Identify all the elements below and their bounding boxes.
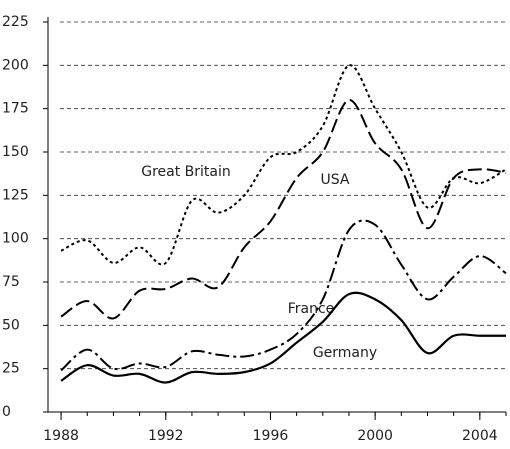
y-tick-label: 125 [2,187,29,203]
y-tick-label: 100 [2,231,29,247]
x-tick-label: 2004 [462,428,498,444]
series-label: USA [321,172,350,188]
y-tick-label: 75 [2,274,20,290]
y-tick-label: 0 [2,404,11,420]
y-tick-label: 200 [2,57,29,73]
series-line [60,99,507,320]
y-tick-label: 175 [2,101,29,117]
y-tick-label: 25 [2,361,20,377]
series-line [60,219,507,372]
x-tick-label: 2000 [357,428,393,444]
y-tick-label: 225 [2,14,29,30]
x-tick-label: 1988 [43,428,79,444]
series-line [60,291,506,384]
series-label: France [288,301,335,317]
series-line [60,64,507,266]
y-tick-label: 150 [2,144,29,160]
x-tick-label: 1992 [148,428,184,444]
series-label: Germany [313,345,377,361]
x-tick-label: 1996 [253,428,289,444]
y-tick-label: 50 [2,317,20,333]
series-label: Great Britain [141,164,231,180]
